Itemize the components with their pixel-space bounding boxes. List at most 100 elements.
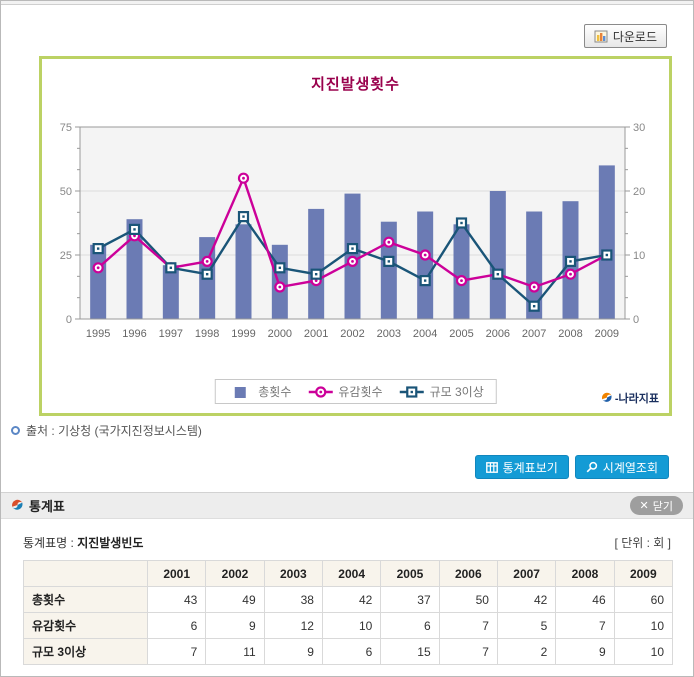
value-cell: 12 xyxy=(263,612,323,639)
x-axis-label: 1996 xyxy=(122,328,146,340)
bullet-icon xyxy=(11,426,20,435)
marker-dot xyxy=(423,279,427,282)
value-cell: 7 xyxy=(438,638,498,665)
right-axis-label: 20 xyxy=(633,186,645,198)
marker-dot xyxy=(242,215,245,218)
value-cell: 7 xyxy=(555,612,615,639)
value-cell: 5 xyxy=(496,612,557,639)
taegeuk-icon xyxy=(601,392,612,402)
marker-dot xyxy=(169,266,173,269)
marker-dot xyxy=(351,247,354,250)
brand-logo: -나라지표 xyxy=(601,390,659,406)
table-header-row: 2001 2002 2003 2004 2005 2006 2007 2008 2009 xyxy=(23,560,674,587)
combo-chart-svg: 0 25 50 75 0 10 20 30 1995 1996 1997 1998 1999 2000 20… xyxy=(60,122,646,340)
marker-dot xyxy=(532,285,536,289)
row-label-cell: 규모 3이상 xyxy=(23,638,148,665)
unit-label: [ 단위 : 회 ] xyxy=(614,536,671,550)
value-cell: 9 xyxy=(263,638,323,665)
year-header-cell: 2006 xyxy=(438,560,498,587)
table-grid-icon xyxy=(485,461,498,473)
value-cell: 10 xyxy=(321,612,382,639)
marker-dot xyxy=(314,279,318,282)
marker-dot xyxy=(532,305,536,308)
marker-dot xyxy=(314,273,318,276)
legend-label: 유감횟수 xyxy=(338,385,383,399)
download-label: 다운로드 xyxy=(612,29,657,44)
marker-dot xyxy=(460,221,463,225)
chart-legend: 총횟수 유감횟수 규모 3이상 xyxy=(214,379,497,404)
stats-table-name-value: 지진발생빈도 xyxy=(77,536,144,550)
marker-dot xyxy=(605,253,609,257)
left-axis-label: 75 xyxy=(60,122,72,134)
x-axis-label: 2006 xyxy=(486,328,510,340)
x-axis-label: 1998 xyxy=(195,328,219,340)
value-cell: 49 xyxy=(205,586,265,613)
legend-item: 총횟수 xyxy=(227,383,291,400)
bar xyxy=(598,165,615,319)
marker-dot xyxy=(205,273,209,276)
marker-dot xyxy=(387,240,391,244)
x-axis-label: 2001 xyxy=(304,328,328,340)
stats-section-header: 통계표 ✕ 닫기 xyxy=(1,492,693,519)
value-cell: 6 xyxy=(321,638,382,665)
value-cell: 37 xyxy=(380,586,440,613)
bar xyxy=(526,211,543,319)
mini-bar-chart-icon xyxy=(594,30,608,42)
marker-dot xyxy=(96,247,100,250)
year-header-cell: 2003 xyxy=(263,560,323,587)
year-header-cell: 2008 xyxy=(555,560,615,587)
marker-dot xyxy=(423,253,427,257)
x-axis-label: 1999 xyxy=(231,328,255,340)
value-cell: 9 xyxy=(555,638,615,665)
bar xyxy=(308,208,325,319)
value-cell: 42 xyxy=(496,586,557,613)
value-cell: 7 xyxy=(146,638,207,665)
bar xyxy=(489,191,506,319)
marker-dot xyxy=(242,176,245,180)
value-cell: 15 xyxy=(380,638,440,665)
magnifier-icon xyxy=(586,461,597,473)
close-label: 닫기 xyxy=(652,500,673,513)
view-stats-table-button[interactable]: 통계표보기 xyxy=(474,455,569,479)
stats-table-name: 통계표명 : 지진발생빈도 xyxy=(23,534,143,551)
right-axis-label: 30 xyxy=(633,122,645,134)
legend-label: 총횟수 xyxy=(258,385,292,399)
year-header-cell: 2009 xyxy=(613,560,674,587)
x-axis-label: 2005 xyxy=(449,328,473,340)
value-cell: 42 xyxy=(321,586,382,613)
marker-dot xyxy=(569,260,572,263)
source-text: 출처 : 기상청 (국가지진정보시스템) xyxy=(26,424,202,438)
chart-title: 지진발생횟수 xyxy=(311,76,400,93)
marker-dot xyxy=(96,266,100,270)
x-axis-label: 2003 xyxy=(377,328,401,340)
year-header-cell: 2005 xyxy=(380,560,440,587)
time-series-button[interactable]: 시계열조회 xyxy=(574,455,669,479)
left-axis-label: 25 xyxy=(60,250,72,262)
x-axis-label: 2002 xyxy=(340,328,364,340)
bar xyxy=(162,265,179,319)
value-cell: 10 xyxy=(613,638,674,665)
value-cell: 6 xyxy=(380,612,440,639)
marker-dot xyxy=(205,260,209,263)
marker-dot xyxy=(387,260,391,263)
year-header-cell: 2004 xyxy=(321,560,382,587)
x-axis-label: 2009 xyxy=(595,328,619,340)
download-button[interactable]: 다운로드 xyxy=(583,24,667,48)
bar xyxy=(235,224,252,319)
bar xyxy=(380,221,397,319)
value-cell: 60 xyxy=(613,586,674,613)
row-label-cell: 유감횟수 xyxy=(23,612,148,639)
view-stats-table-label: 통계표보기 xyxy=(502,460,558,475)
close-button[interactable]: ✕ 닫기 xyxy=(629,496,683,515)
x-axis-label: 2007 xyxy=(522,328,546,340)
value-cell: 9 xyxy=(205,612,265,639)
marker-dot xyxy=(133,234,136,238)
chart-panel: 지진발생횟수 0 25 50 75 0 10 20 30 1995 1996 1997 1998 199… xyxy=(39,56,672,416)
legend-item: 유감횟수 xyxy=(307,383,383,400)
x-axis-label: 2000 xyxy=(268,328,292,340)
left-axis-label: 50 xyxy=(60,186,72,198)
year-header-cell: 2002 xyxy=(205,560,265,587)
bar xyxy=(126,219,143,319)
legend-marker-icon xyxy=(399,385,424,398)
